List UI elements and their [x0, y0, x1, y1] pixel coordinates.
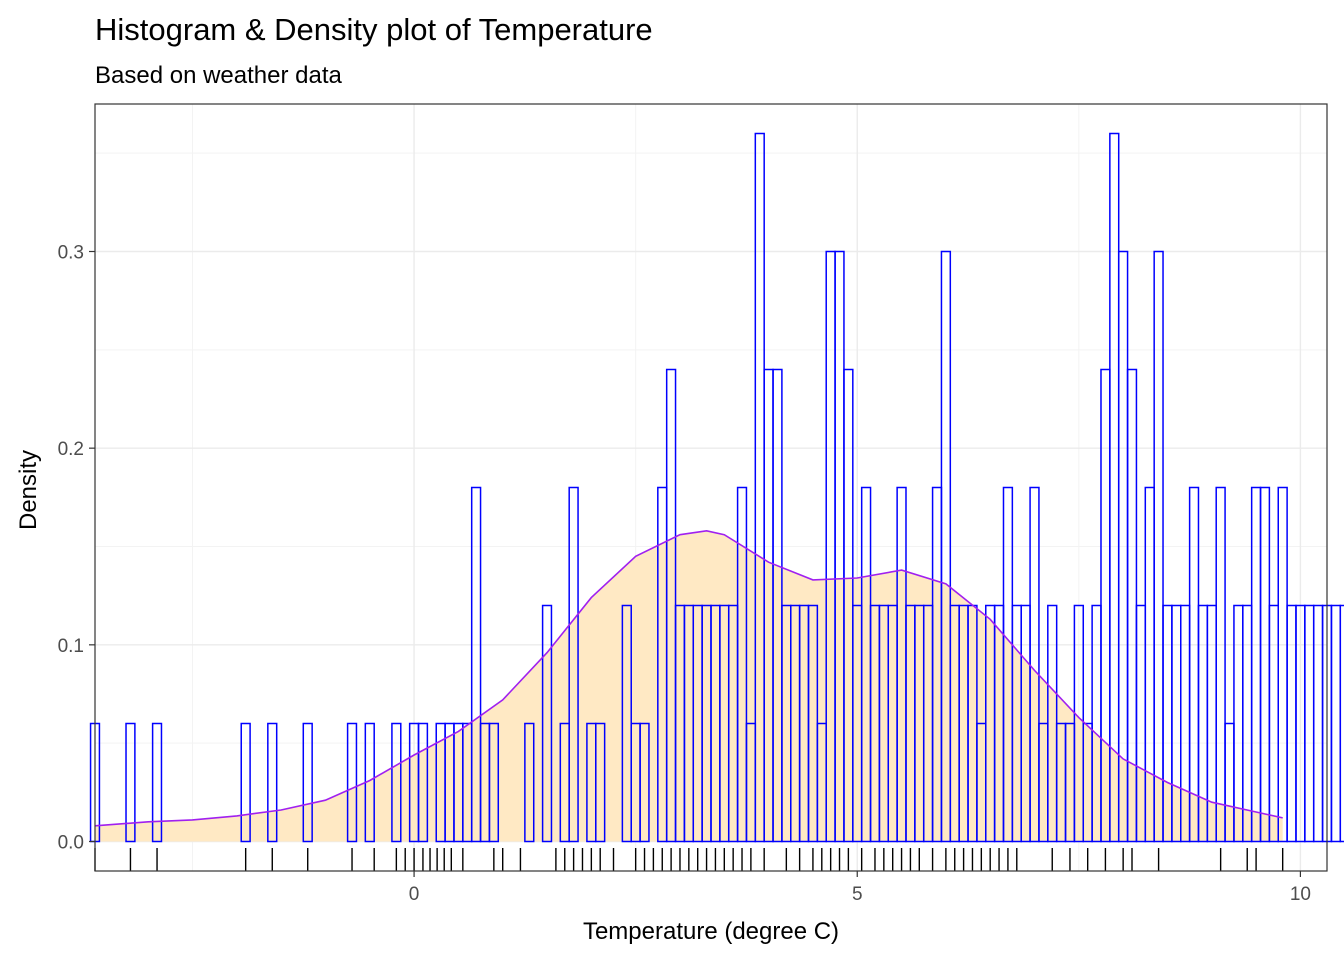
histogram-bars	[89, 132, 1344, 843]
rug-marks	[94, 848, 1284, 871]
histogram-bar	[1109, 132, 1120, 843]
histogram-bar	[346, 722, 358, 843]
histogram-bar	[240, 722, 251, 843]
histogram-bar	[1330, 604, 1342, 843]
density-line	[94, 529, 1283, 827]
y-tick-label: 0.3	[58, 243, 84, 264]
y-tick-label: 0.0	[58, 833, 84, 854]
histogram-bar	[1339, 604, 1344, 843]
chart-subtitle: Based on weather data	[95, 62, 342, 89]
histogram-bar	[1312, 604, 1324, 843]
density-fill-area	[95, 530, 1283, 842]
y-axis: 0.0 0.1 0.2 0.3	[58, 243, 95, 854]
y-tick-label: 0.1	[58, 636, 84, 657]
histogram-bar	[595, 722, 606, 843]
histogram-bar	[488, 722, 500, 843]
histogram-bar	[1153, 250, 1164, 843]
histogram-bar	[391, 722, 402, 843]
histogram-bar	[1233, 604, 1244, 843]
histogram-bar	[1286, 604, 1297, 843]
panel-border	[94, 103, 1328, 872]
histogram-bar	[639, 722, 650, 843]
histogram-bar	[940, 250, 952, 843]
histogram-bar	[417, 722, 429, 843]
x-axis-label: Temperature (degree C)	[583, 918, 839, 945]
histogram-bar	[1242, 604, 1253, 843]
y-axis-label: Density	[15, 450, 42, 530]
x-tick-label: 10	[1290, 884, 1311, 905]
histogram-bar	[1188, 486, 1200, 843]
density-line-group	[94, 529, 1283, 827]
histogram-bar	[267, 722, 278, 843]
histogram-bar	[541, 604, 553, 843]
histogram-bar	[524, 722, 535, 843]
histogram-bar	[1259, 486, 1271, 843]
histogram-bar	[151, 722, 163, 843]
histogram-bar	[302, 722, 313, 843]
histogram-bar	[1277, 486, 1288, 843]
histogram-bar	[1250, 486, 1262, 843]
histogram-bar	[1215, 486, 1226, 843]
histogram-bar	[1268, 604, 1280, 843]
histogram-bar	[736, 486, 748, 843]
density-area	[95, 530, 1283, 842]
x-axis: 0 5 10	[409, 871, 1311, 905]
y-tick-label: 0.2	[58, 439, 84, 460]
histogram-bar	[470, 486, 482, 843]
histogram-bar	[568, 486, 579, 843]
x-tick-label: 0	[409, 884, 420, 905]
histogram-bar	[1304, 604, 1315, 843]
chart-title: Histogram & Density plot of Temperature	[95, 12, 653, 47]
x-tick-label: 5	[852, 884, 863, 905]
histogram-bar	[125, 722, 136, 843]
